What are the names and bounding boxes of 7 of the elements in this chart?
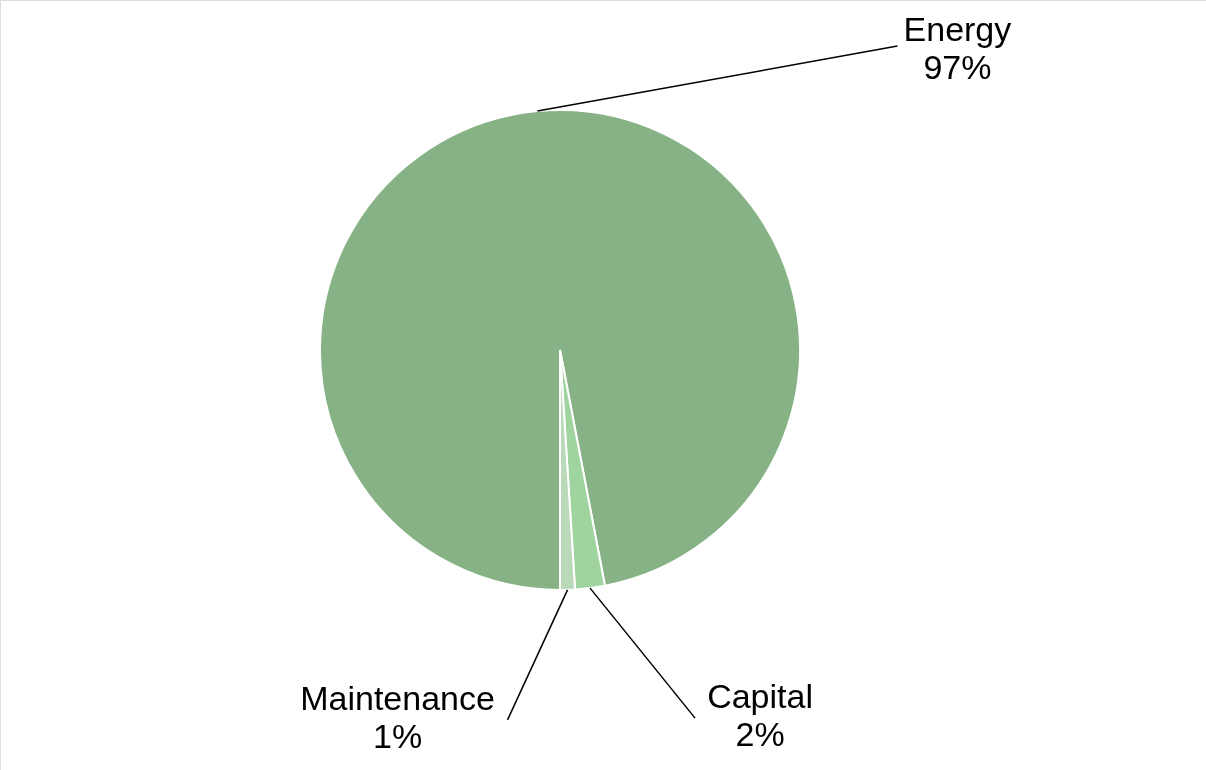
slice-label: Capital (707, 677, 813, 716)
data-label: 1% (372, 716, 423, 755)
slice-label: Maintenance (300, 678, 495, 717)
data-label: 2% (735, 715, 785, 754)
data-label: 97% (923, 48, 992, 87)
slice-label: Energy (903, 10, 1012, 49)
pie-slice (319, 109, 801, 591)
